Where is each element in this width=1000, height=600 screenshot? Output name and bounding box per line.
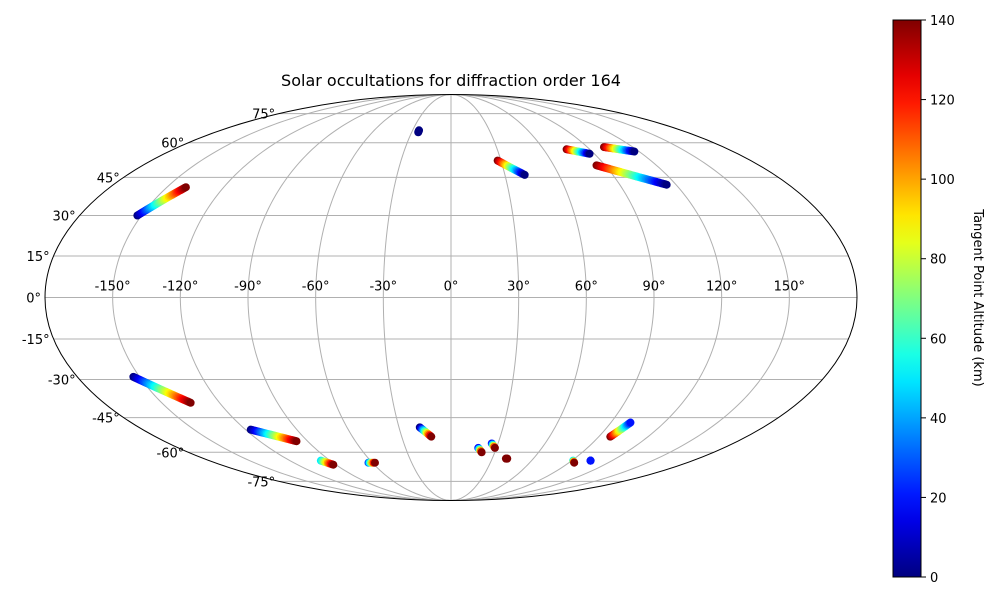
longitude-tick-labels: -150° -120° -90° -60° -30° 0° 30° 60° 90° 120° 150…: [95, 280, 805, 295]
grid-line-lon: [247, 94, 452, 501]
colorbar: 0 20 40 60 80 100 120 140 Tangent Point Altitud…: [892, 14, 985, 586]
latitude-tick-labels: 75° 60° 45° 30° 15° 0° -15° -30° -45° -60° -75°: [22, 108, 275, 491]
map-outline: [44, 94, 858, 501]
grid-line-lon: [450, 94, 790, 501]
colorbar-ticks: 0 20 40 60 80 100 120 140: [921, 14, 955, 586]
occultation-point: [292, 437, 301, 446]
lat-tick-label: -75°: [247, 475, 275, 490]
occultation-point: [490, 443, 499, 452]
occultation-point: [626, 418, 635, 427]
lon-tick-label: -30°: [369, 280, 397, 295]
lon-tick-label: 90°: [642, 280, 665, 295]
lat-tick-label: -60°: [157, 446, 185, 461]
occultation-point: [662, 180, 671, 189]
lon-tick-label: 30°: [507, 280, 530, 295]
lon-tick-label: 0°: [444, 280, 459, 295]
occultation-point: [370, 458, 379, 467]
grid-line-lon: [315, 94, 452, 501]
lon-tick-label: -90°: [234, 280, 262, 295]
chart-title: Solar occultations for diffraction order…: [281, 71, 621, 90]
grid-line-lon: [450, 94, 655, 501]
grid-line-lon: [450, 94, 587, 501]
lat-tick-label: 30°: [53, 209, 76, 224]
occultation-point: [630, 147, 639, 156]
occultation-point: [477, 448, 486, 457]
grid-line-lon: [382, 94, 452, 501]
lon-tick-label: 120°: [706, 280, 737, 295]
occultation-point: [329, 460, 338, 469]
occultation-point: [570, 458, 579, 467]
occultation-point: [586, 456, 595, 465]
lat-tick-label: 75°: [252, 108, 275, 123]
lat-tick-label: 0°: [26, 292, 41, 307]
colorbar-label: Tangent Point Altitude (km): [970, 208, 985, 386]
colorbar-tick-label: 80: [930, 253, 947, 268]
lon-tick-label: 60°: [575, 280, 598, 295]
occultation-point: [520, 170, 529, 179]
occultation-point: [585, 149, 594, 158]
occultation-point: [414, 128, 423, 137]
lat-tick-label: 60°: [161, 137, 184, 152]
colorbar-tick-label: 20: [930, 491, 947, 506]
lat-tick-label: -30°: [48, 374, 76, 389]
lon-tick-label: 150°: [774, 280, 805, 295]
colorbar-tick-label: 100: [930, 173, 955, 188]
occultation-point: [427, 432, 436, 441]
lat-tick-label: -15°: [22, 333, 50, 348]
colorbar-tick-label: 120: [930, 94, 955, 109]
occultation-point: [181, 183, 190, 192]
lon-tick-label: -60°: [302, 280, 330, 295]
lat-tick-label: 45°: [97, 171, 120, 186]
occultation-point: [186, 398, 195, 407]
colorbar-tick-label: 40: [930, 412, 947, 427]
occultation-point: [503, 454, 512, 463]
lon-tick-label: -120°: [162, 280, 198, 295]
colorbar-gradient: [892, 19, 922, 578]
colorbar-tick-label: 60: [930, 332, 947, 347]
map-grid: [45, 94, 857, 501]
grid-line-lon: [450, 94, 723, 501]
grid-line-lon: [179, 94, 452, 501]
occultation-points: [129, 126, 671, 469]
colorbar-tick-label: 140: [930, 14, 955, 29]
grid-line-lon: [450, 94, 520, 501]
colorbar-tick-label: 0: [930, 571, 938, 586]
grid-line-lon: [112, 94, 452, 501]
lat-tick-label: -45°: [92, 412, 120, 427]
lat-tick-label: 15°: [27, 250, 50, 265]
lon-tick-label: -150°: [95, 280, 131, 295]
